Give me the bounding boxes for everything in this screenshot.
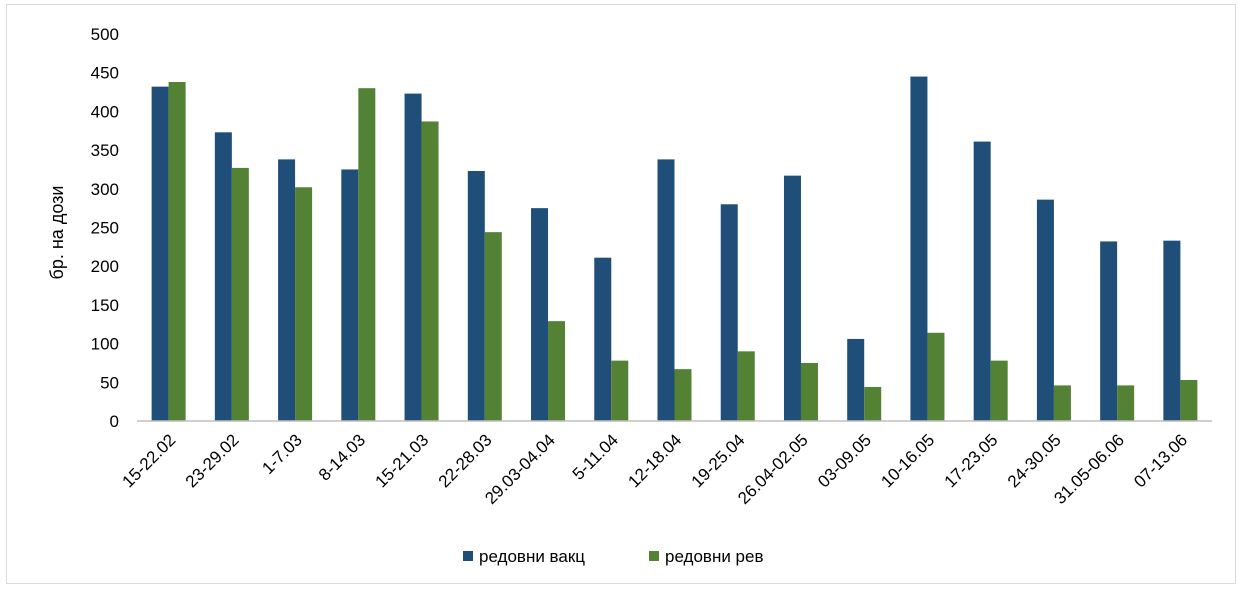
bar-series-1 xyxy=(467,170,485,421)
bar-series-2 xyxy=(927,332,945,421)
x-tick-label: 15-22.02 xyxy=(119,430,180,491)
bar-series-2 xyxy=(800,362,818,421)
bar-series-1 xyxy=(531,208,549,421)
x-tick-label: 24-30.05 xyxy=(1004,430,1065,491)
y-tick-label: 500 xyxy=(91,25,119,44)
bar-series-1 xyxy=(1100,241,1118,421)
bar-series-1 xyxy=(1163,240,1181,421)
bar-series-1 xyxy=(657,159,675,421)
bar-series-2 xyxy=(421,121,439,421)
x-tick-label: 23-29.02 xyxy=(182,430,243,491)
bar-series-2 xyxy=(484,232,502,421)
bar-series-2 xyxy=(168,81,186,421)
x-tick-label: 5-11.04 xyxy=(569,430,622,483)
y-tick-label: 100 xyxy=(91,335,119,354)
bars xyxy=(151,76,1198,422)
bar-series-1 xyxy=(214,132,232,421)
bar-series-1 xyxy=(783,175,801,421)
bar-series-1 xyxy=(847,338,865,421)
bar-series-2 xyxy=(548,321,566,421)
y-tick-label: 250 xyxy=(91,219,119,238)
y-tick-label: 400 xyxy=(91,102,119,121)
legend-label-series-1: редовни вакц xyxy=(479,547,585,566)
bar-series-2 xyxy=(295,187,313,421)
x-tick-label: 8-14.03 xyxy=(315,430,369,484)
bar-series-2 xyxy=(737,351,755,421)
bar-series-2 xyxy=(611,360,629,421)
x-axis-ticks: 15-22.02 23-29.02 1-7.03 8-14.03 15-21.03 22-… xyxy=(119,430,1192,508)
x-tick-label: 22-28.03 xyxy=(435,430,496,491)
bar-series-2 xyxy=(1117,385,1135,421)
x-tick-label: 17-23.05 xyxy=(941,430,1002,491)
y-tick-label: 450 xyxy=(91,64,119,83)
bar-series-1 xyxy=(151,86,169,421)
bar-series-1 xyxy=(404,93,422,422)
bar-series-2 xyxy=(358,88,376,422)
y-axis-label: бр. на дози xyxy=(47,186,67,280)
bar-series-2 xyxy=(1180,379,1198,421)
y-tick-label: 350 xyxy=(91,141,119,160)
y-tick-label: 0 xyxy=(110,412,119,431)
x-tick-label: 12-18.04 xyxy=(624,430,685,491)
legend-swatch-series-1 xyxy=(463,551,473,561)
x-tick-label: 10-16.05 xyxy=(877,430,938,491)
bar-series-1 xyxy=(278,159,296,421)
bar-series-1 xyxy=(973,141,991,421)
x-tick-label: 19-25.04 xyxy=(688,430,749,491)
y-tick-label: 50 xyxy=(100,373,119,392)
bar-series-2 xyxy=(231,167,249,421)
bar-series-1 xyxy=(1036,199,1054,421)
legend-label-series-2: редовни рев xyxy=(665,547,764,566)
y-axis-ticks: 0 50 100 150 200 250 300 350 400 450 500 xyxy=(91,25,119,431)
bar-series-1 xyxy=(910,76,928,421)
x-tick-label: 1-7.03 xyxy=(258,430,306,478)
y-tick-label: 150 xyxy=(91,296,119,315)
chart-frame: 0 50 100 150 200 250 300 350 400 450 500 15-22.02 2… xyxy=(6,4,1236,584)
legend: редовни вакц редовни рев xyxy=(463,547,764,566)
x-tick-label: 07-13.06 xyxy=(1130,430,1191,491)
bar-series-1 xyxy=(720,204,738,421)
y-tick-label: 200 xyxy=(91,257,119,276)
x-tick-label: 15-21.03 xyxy=(371,430,432,491)
bar-series-2 xyxy=(674,369,692,421)
bar-series-1 xyxy=(594,257,612,421)
legend-swatch-series-2 xyxy=(649,551,659,561)
bar-series-2 xyxy=(1053,385,1071,421)
x-tick-label: 03-09.05 xyxy=(814,430,875,491)
bar-series-2 xyxy=(990,360,1008,421)
bar-series-2 xyxy=(864,386,882,421)
y-tick-label: 300 xyxy=(91,180,119,199)
bar-series-1 xyxy=(341,169,359,421)
